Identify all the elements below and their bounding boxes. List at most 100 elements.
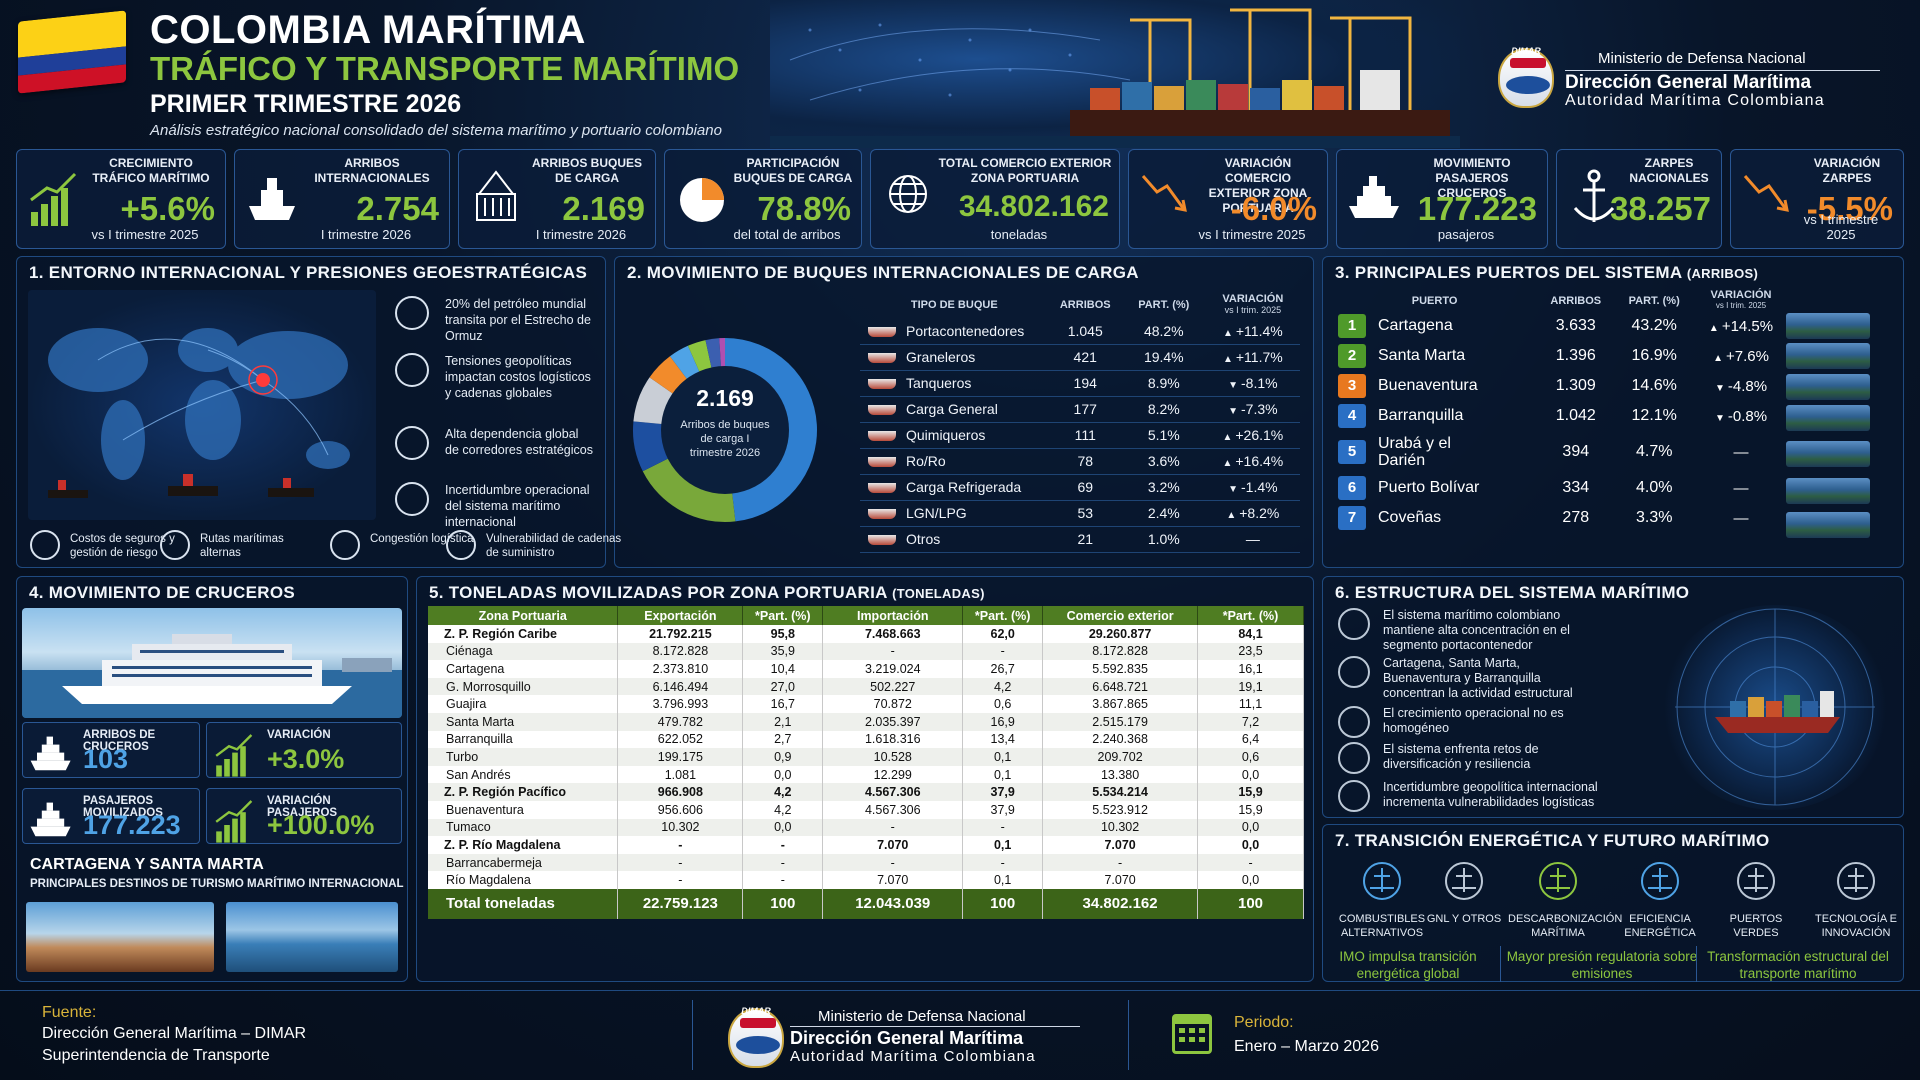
- arribos-cell: 21: [1048, 526, 1122, 553]
- value-cell: 16,9: [962, 712, 1044, 731]
- table-row: 3 Buenaventura 1.309 14.6% ▼ -4.8%: [1330, 371, 1786, 401]
- footer-source-label: Fuente:: [42, 1004, 97, 1021]
- part-cell: 4.7%: [1635, 443, 1673, 460]
- hero-port-image: [770, 0, 1460, 148]
- port-rank: 4: [1338, 404, 1366, 428]
- kpi-value: 78.8%: [757, 190, 851, 227]
- cruise-card: VARIACIÓN PASAJEROS +100.0%: [206, 788, 402, 844]
- value-cell: 37,9: [962, 800, 1044, 819]
- zone-cell: Cartagena: [428, 660, 619, 678]
- transicion-item-label: TECNOLOGÍA E INNOVACIÓN: [1815, 913, 1897, 939]
- value-cell: 19,1: [1197, 677, 1304, 696]
- variation-value: +26.1%: [1235, 427, 1284, 443]
- variation-cell: ▼ -8.1%: [1205, 370, 1300, 397]
- value-cell: 4.567.306: [822, 783, 964, 801]
- zone-cell: Z. P. Río Magdalena: [428, 836, 619, 854]
- value-cell: 0,9: [742, 748, 824, 766]
- arribos-cell: 69: [1048, 474, 1122, 501]
- entorno-item-text: Incertidumbre operacional del sistema ma…: [445, 483, 590, 529]
- variation-value: —: [1733, 509, 1749, 527]
- arribos-cell: 53: [1048, 500, 1122, 527]
- variation-value: —: [1733, 479, 1749, 497]
- header-org-name: Dirección General Marítima: [1565, 72, 1812, 93]
- variation-value: -4.8%: [1727, 377, 1768, 395]
- value-cell: 209.702: [1042, 748, 1199, 766]
- part-cell: 48.2%: [1121, 318, 1206, 345]
- cruise-card: VARIACIÓN +3.0%: [206, 722, 402, 778]
- network-icon: [395, 353, 429, 387]
- gear-icon: [1338, 780, 1370, 812]
- donut-chart: [633, 338, 817, 522]
- decarbon-icon: [1532, 858, 1584, 904]
- part-cell: 8.9%: [1121, 370, 1206, 397]
- footer-dimar-logo-icon: [728, 1008, 784, 1068]
- kpi-sub: toneladas: [990, 227, 1048, 242]
- variation-value: +11.7%: [1235, 349, 1283, 365]
- arrow-down-icon: ▼: [1714, 382, 1725, 394]
- variation-value: —: [1733, 443, 1749, 461]
- value-cell: 95,8: [742, 625, 824, 643]
- globe-icon: [881, 164, 935, 234]
- value-cell: 0,1: [962, 836, 1044, 854]
- kpi-sub: pasajeros: [1437, 227, 1495, 242]
- variation-cell: —: [1696, 473, 1786, 503]
- arrow-up-icon: ▲: [1222, 458, 1233, 469]
- value-cell: 5.592.835: [1042, 660, 1199, 678]
- port-name: 4 Barranquilla: [1330, 401, 1539, 431]
- port-name: 3 Buenaventura: [1330, 371, 1539, 401]
- part-cell: 5.1%: [1121, 422, 1206, 449]
- value-cell: 8.172.828: [1042, 642, 1199, 661]
- cruise-ship-image: [22, 608, 402, 718]
- port-name: 7 Coveñas: [1330, 503, 1539, 533]
- estructura-item-text: El crecimiento operacional no es homogén…: [1383, 706, 1564, 735]
- arrow-up-icon: ▲: [1222, 432, 1233, 443]
- zone-cell: Tumaco: [428, 818, 619, 837]
- variation-cell: ▼ -7.3%: [1205, 396, 1300, 423]
- arribos-cell: 1.396: [1555, 347, 1596, 364]
- value-cell: 2.515.179: [1042, 712, 1199, 731]
- variation-value: +14.5%: [1721, 317, 1774, 335]
- panel-title: 5. TONELADAS MOVILIZADAS POR ZONA PORTUA…: [429, 583, 985, 602]
- port-rank: 3: [1338, 374, 1366, 398]
- value-cell: 7.070: [1042, 871, 1199, 889]
- cruise-card-label: VARIACIÓN PASAJEROS: [267, 795, 338, 819]
- value-cell: 6,4: [1197, 730, 1304, 749]
- container-icon: [1338, 608, 1370, 640]
- table-row: Portacontenedores 1.045 48.2% ▲ +11.4%: [860, 318, 1300, 345]
- col-header: *Part. (%): [742, 606, 824, 625]
- kpi-value: 38.257: [1610, 190, 1711, 227]
- value-cell: 0,0: [1197, 765, 1304, 784]
- kpi-card: ARRIBOS INTERNACIONALES 2.754 I trimestre …: [234, 149, 450, 249]
- efficiency-ship-icon: [1634, 858, 1686, 904]
- ship-type-icon: [868, 405, 896, 416]
- port-label: Barranquilla: [1378, 407, 1464, 424]
- port-thumbnail: [1786, 512, 1870, 538]
- kpi-label: MOVIMIENTO PASAJEROS CRUCEROS: [1433, 156, 1511, 200]
- col-header: ARRIBOS: [1059, 299, 1111, 311]
- kpi-value: 177.223: [1417, 190, 1537, 227]
- col-header: VARIACIÓN vs I trim. 2025: [1710, 289, 1772, 311]
- table-row: Río Magdalena - -7.070 0,1 7.070 0,0: [428, 871, 1304, 889]
- ship-type-label: Portacontenedores: [906, 322, 1025, 339]
- variation-value: +16.4%: [1235, 453, 1284, 469]
- part-cell: 2.4%: [1121, 500, 1206, 527]
- value-cell: -: [742, 853, 824, 872]
- value-cell: 16,1: [1197, 660, 1304, 678]
- ship-type-label: Carga General: [906, 401, 998, 417]
- table-row: Z. P. Río Magdalena - -7.070 0,1 7.070 0,0: [428, 836, 1304, 854]
- table-row: Buenaventura 956.606 4,2 4.567.306 37,9 5.523…: [428, 800, 1304, 819]
- variation-value: -0.8%: [1727, 407, 1768, 425]
- value-cell: 1.618.316: [822, 730, 964, 749]
- kpi-card: ZARPES NACIONALES 38.257: [1556, 149, 1722, 249]
- panel-title: 7. TRANSICIÓN ENERGÉTICA Y FUTURO MARÍTI…: [1335, 831, 1770, 850]
- down-trend-icon: [1741, 164, 1795, 234]
- variation-cell: —: [1696, 503, 1786, 533]
- value-cell: 23,5: [1197, 642, 1304, 661]
- gear-icon: [1338, 742, 1370, 774]
- kpi-label: ZARPES NACIONALES: [1629, 156, 1709, 185]
- variation-cell: ▲ +7.6%: [1696, 341, 1786, 371]
- ship-type-label: Carga Refrigerada: [906, 479, 1022, 495]
- value-cell: 479.782: [617, 712, 744, 731]
- zone-cell: Turbo: [428, 748, 619, 766]
- cruise-card-label: PASAJEROS MOVILIZADOS: [83, 795, 163, 819]
